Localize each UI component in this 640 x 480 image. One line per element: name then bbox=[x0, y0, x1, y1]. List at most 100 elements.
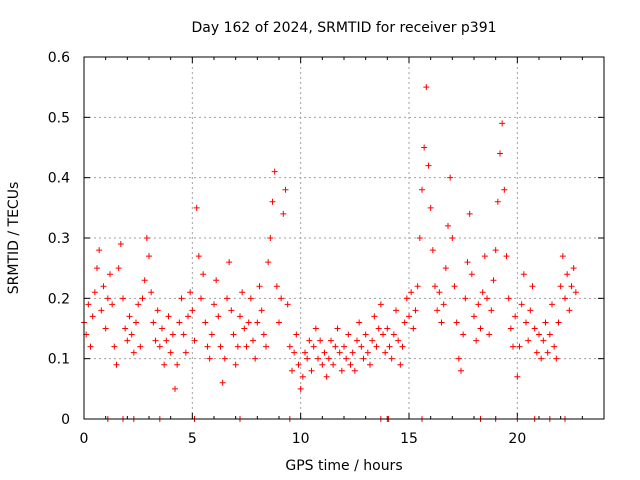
data-point bbox=[382, 349, 389, 356]
data-point bbox=[195, 253, 202, 260]
data-point bbox=[516, 343, 523, 350]
x-tick-label: 0 bbox=[80, 431, 89, 447]
data-point bbox=[154, 307, 161, 314]
data-point bbox=[280, 210, 287, 217]
data-point bbox=[289, 367, 295, 374]
data-point bbox=[525, 337, 532, 344]
data-point bbox=[85, 301, 92, 308]
data-point bbox=[104, 295, 111, 302]
data-point bbox=[312, 325, 319, 332]
data-point bbox=[100, 283, 107, 290]
data-point bbox=[189, 307, 196, 314]
data-point bbox=[479, 289, 486, 296]
data-point bbox=[263, 343, 269, 350]
data-point bbox=[206, 355, 213, 362]
data-point bbox=[408, 289, 415, 296]
data-point bbox=[193, 204, 200, 211]
data-point bbox=[531, 325, 538, 332]
data-point bbox=[323, 373, 330, 380]
data-point bbox=[167, 349, 174, 356]
data-point bbox=[334, 325, 341, 332]
data-point bbox=[245, 319, 252, 326]
data-point bbox=[362, 331, 369, 338]
data-point bbox=[468, 271, 475, 278]
data-point bbox=[403, 295, 410, 302]
data-point bbox=[336, 349, 343, 356]
data-point bbox=[453, 319, 460, 326]
data-point bbox=[234, 343, 241, 350]
data-point bbox=[494, 198, 501, 205]
data-point bbox=[317, 337, 324, 344]
data-point bbox=[232, 361, 239, 368]
data-point bbox=[343, 355, 350, 362]
data-point bbox=[180, 331, 187, 338]
data-point bbox=[544, 349, 551, 356]
data-point bbox=[152, 337, 159, 344]
data-point bbox=[416, 235, 423, 241]
data-point bbox=[555, 319, 562, 326]
data-point bbox=[159, 325, 165, 332]
data-point bbox=[319, 361, 326, 368]
y-tick-label: 0.3 bbox=[48, 231, 70, 247]
data-point bbox=[122, 325, 129, 332]
data-point bbox=[306, 337, 313, 344]
data-point bbox=[89, 313, 96, 320]
data-point bbox=[256, 283, 263, 290]
data-point bbox=[241, 325, 248, 332]
data-point bbox=[143, 235, 150, 241]
data-point bbox=[395, 337, 402, 344]
data-point bbox=[217, 343, 224, 350]
data-point bbox=[284, 301, 291, 308]
data-point bbox=[187, 289, 194, 296]
data-point bbox=[466, 210, 473, 217]
data-point bbox=[390, 331, 397, 338]
data-point bbox=[451, 283, 458, 290]
data-point bbox=[562, 295, 568, 302]
data-point bbox=[490, 277, 497, 284]
y-tick-label: 0.2 bbox=[48, 291, 70, 307]
data-point bbox=[377, 301, 384, 308]
grid-lines bbox=[84, 57, 604, 419]
data-point bbox=[564, 271, 571, 278]
x-tick-label: 20 bbox=[508, 431, 526, 447]
data-point bbox=[325, 355, 332, 362]
data-point bbox=[148, 289, 155, 296]
data-point bbox=[572, 289, 579, 296]
data-point bbox=[369, 337, 376, 344]
data-point bbox=[237, 313, 243, 320]
y-axis-label: SRMTID / TECUs bbox=[6, 182, 22, 295]
data-point bbox=[330, 361, 337, 368]
data-point bbox=[130, 349, 137, 356]
data-point bbox=[87, 343, 94, 350]
data-point bbox=[111, 343, 118, 350]
data-point bbox=[442, 265, 449, 272]
data-point bbox=[432, 283, 438, 290]
x-tick-label: 15 bbox=[400, 431, 418, 447]
data-point bbox=[252, 355, 259, 362]
data-point bbox=[449, 235, 456, 241]
data-point bbox=[146, 253, 152, 260]
data-point bbox=[367, 361, 373, 368]
data-point bbox=[172, 385, 178, 392]
data-point bbox=[276, 319, 282, 326]
data-point bbox=[202, 319, 209, 326]
data-point bbox=[533, 349, 540, 356]
data-point bbox=[139, 295, 146, 302]
data-point bbox=[475, 301, 482, 308]
data-point bbox=[501, 186, 508, 193]
data-point bbox=[117, 241, 124, 248]
data-point bbox=[354, 337, 360, 344]
data-point bbox=[228, 307, 235, 314]
data-point bbox=[570, 265, 577, 272]
data-point bbox=[174, 361, 181, 368]
data-point bbox=[399, 343, 406, 350]
data-point bbox=[163, 337, 170, 344]
data-point bbox=[96, 247, 103, 254]
data-point bbox=[286, 343, 293, 350]
data-point bbox=[141, 277, 148, 284]
data-point bbox=[529, 283, 536, 290]
data-point bbox=[401, 319, 408, 326]
data-point bbox=[419, 186, 425, 193]
data-point bbox=[360, 355, 367, 362]
data-point bbox=[94, 265, 100, 272]
